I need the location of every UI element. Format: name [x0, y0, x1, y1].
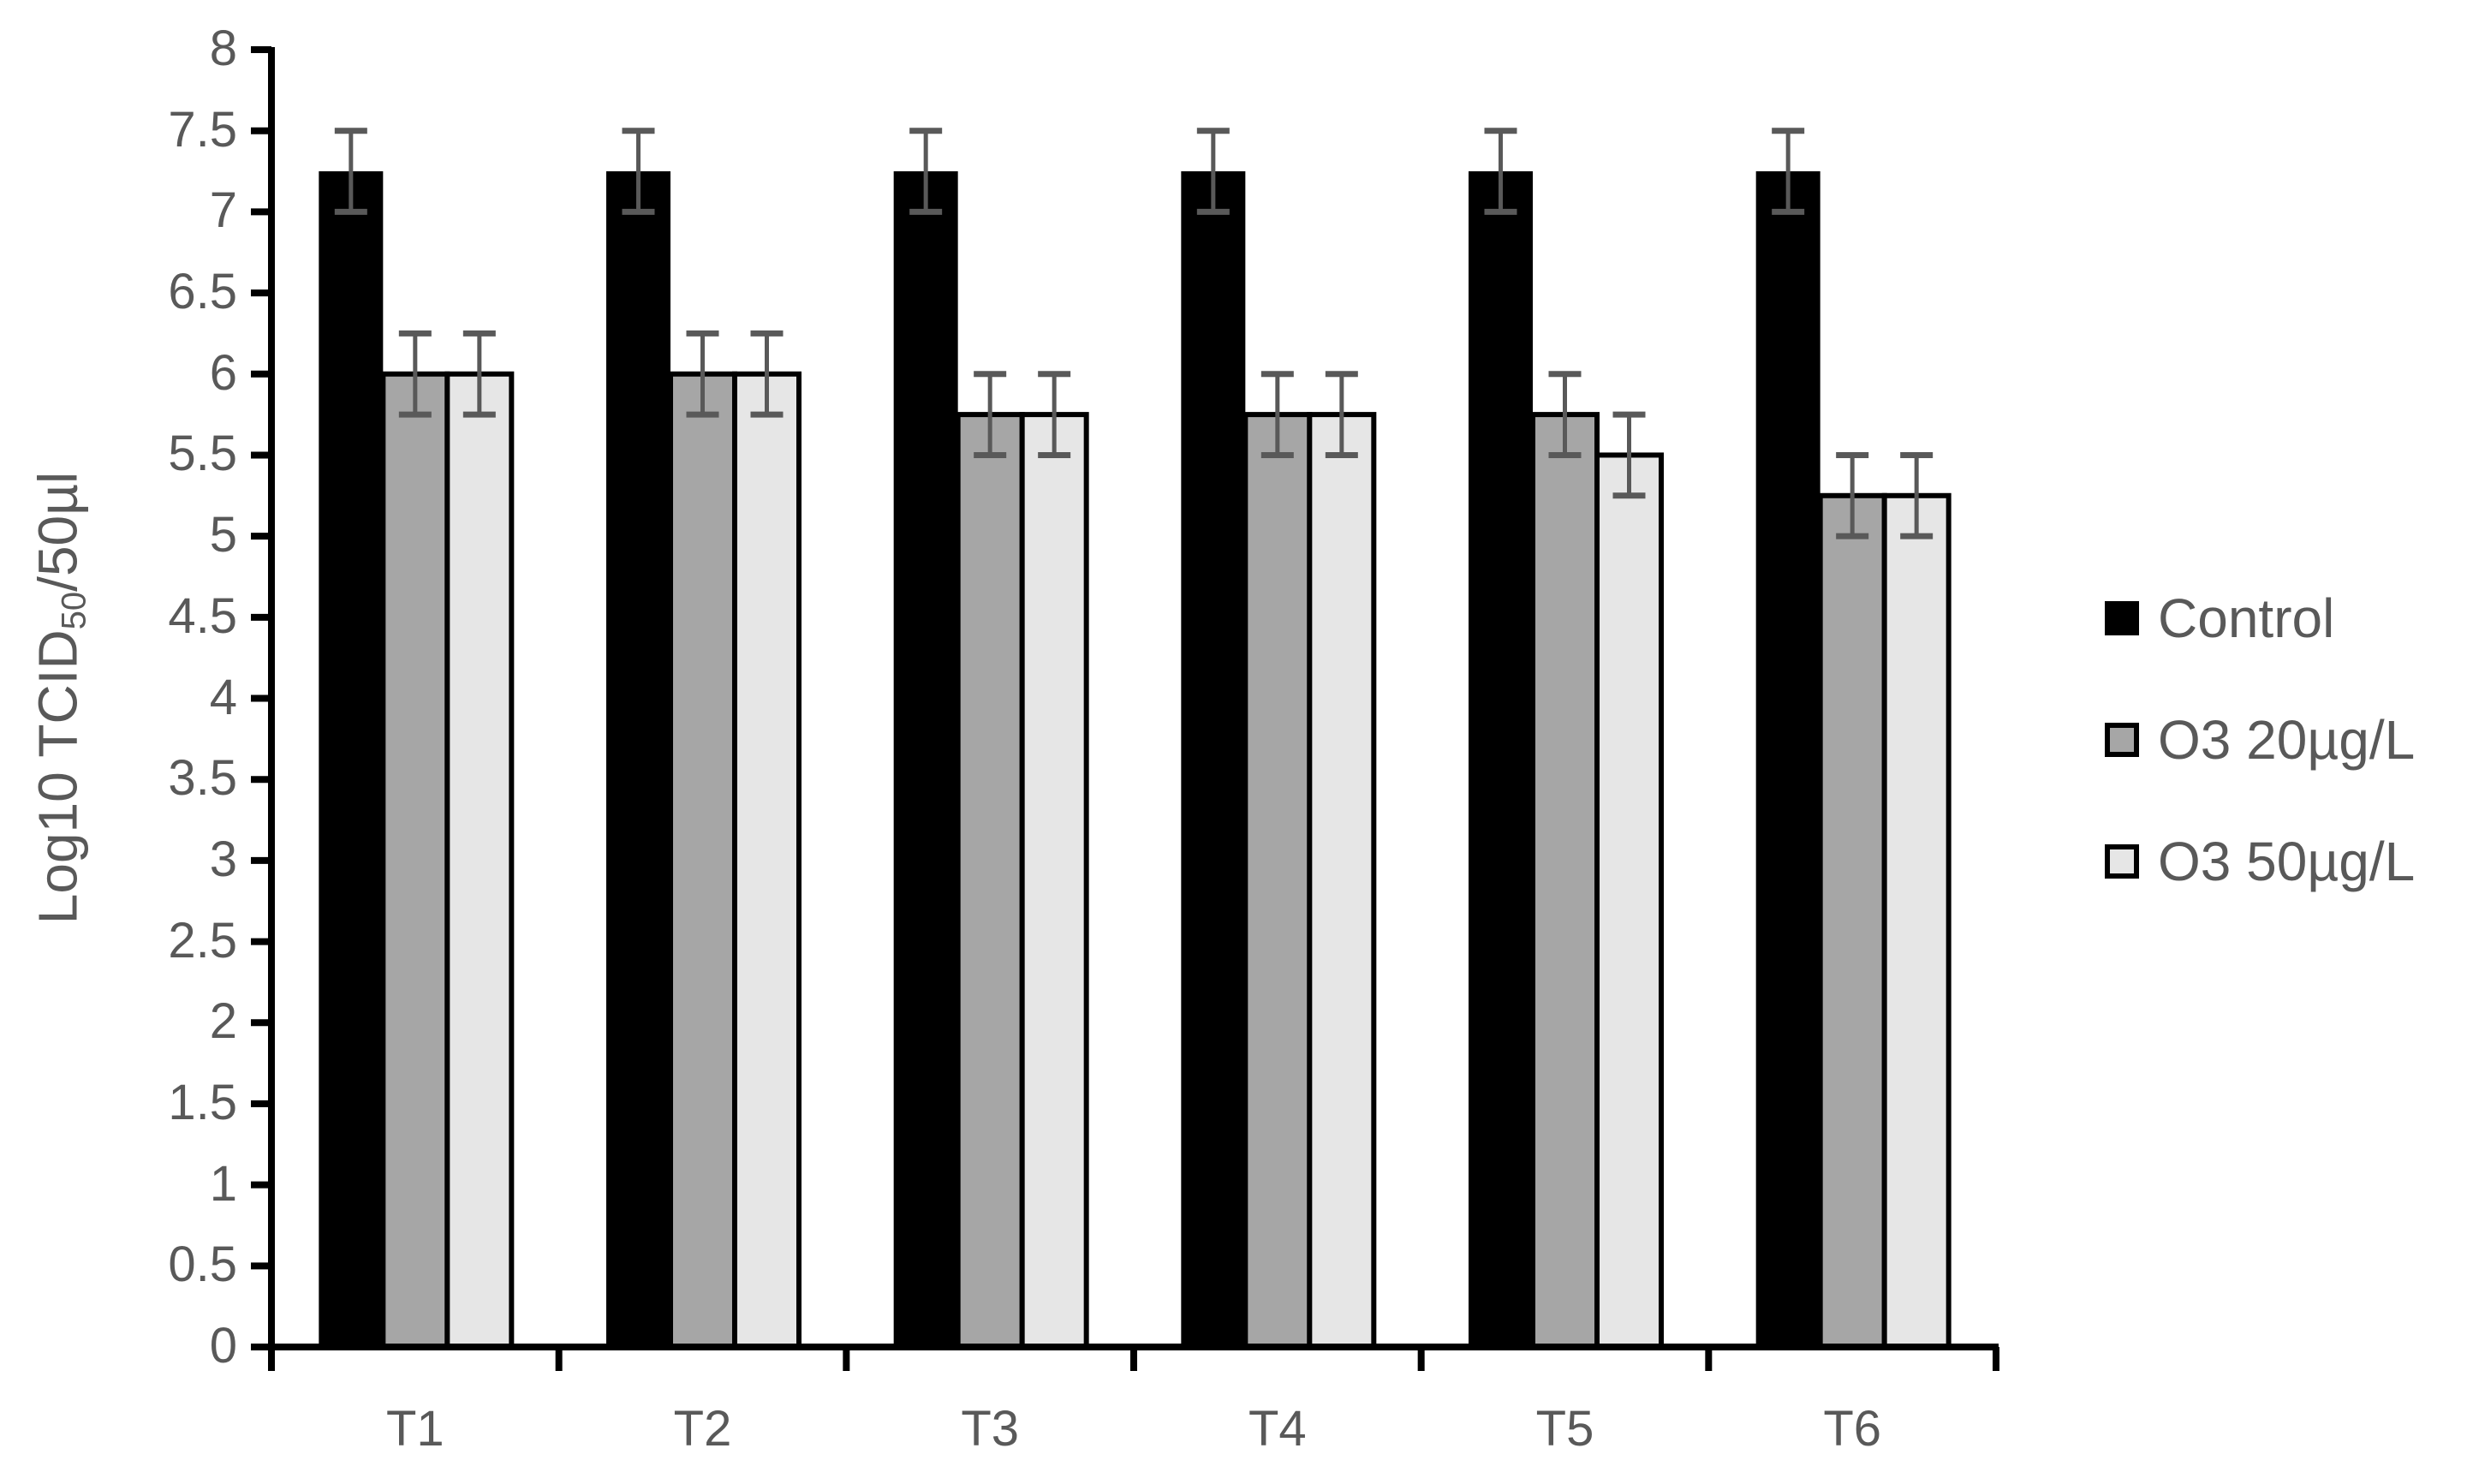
y-tick-label: 2.5: [168, 912, 237, 968]
bar: [1242, 412, 1313, 1350]
axes-layer: [251, 46, 1999, 1371]
bar: [668, 371, 737, 1350]
x-tick-label: T2: [673, 1401, 732, 1457]
bar: [1019, 412, 1089, 1350]
y-axis-title: Log10 TCID50/50µl: [27, 472, 94, 924]
legend-item-control: Control: [2105, 591, 2415, 712]
legend-item-o3-20: O3 20µg/L: [2105, 712, 2415, 834]
bar: [955, 412, 1025, 1350]
x-tick-label: T1: [385, 1401, 444, 1457]
y-tick-label: 0: [209, 1318, 237, 1374]
legend-label: O3 20µg/L: [2158, 709, 2416, 771]
bar: [1594, 452, 1664, 1350]
y-tick-label: 1.5: [168, 1074, 237, 1130]
y-axis-title-suffix: /50µl: [27, 471, 89, 592]
bar: [319, 171, 384, 1347]
y-tick-label: 5: [209, 507, 237, 563]
bar: [444, 371, 515, 1350]
y-tick-label: 4.5: [168, 587, 237, 644]
y-tick-label: 8: [209, 21, 237, 76]
y-tick-label: 3.5: [168, 750, 237, 807]
bar: [1469, 171, 1533, 1347]
legend-label: O3 50µg/L: [2158, 831, 2416, 892]
y-axis-title-main: Log10 TCID: [27, 629, 89, 925]
y-tick-label: 6.5: [168, 264, 237, 320]
x-tick-label: T3: [961, 1401, 1019, 1457]
legend-swatch-o3-50: [2105, 844, 2139, 879]
bar: [1881, 492, 1952, 1350]
legend-label: Control: [2158, 587, 2335, 649]
y-axis-title-subscript: 50: [55, 591, 93, 630]
bar: [893, 171, 958, 1347]
legend: Control O3 20µg/L O3 50µg/L: [2105, 591, 2415, 956]
y-tick-label: 7.5: [168, 101, 237, 158]
y-tick-label: 5.5: [168, 426, 237, 482]
y-tick-label: 2: [209, 993, 237, 1050]
bar: [606, 171, 670, 1347]
y-tick-label: 0.5: [168, 1237, 237, 1293]
bars-layer: [319, 171, 1952, 1350]
y-tick-label: 6: [209, 344, 237, 401]
x-tick-label: T6: [1823, 1401, 1881, 1457]
bar: [1307, 412, 1377, 1350]
x-tick-label: T5: [1535, 1401, 1594, 1457]
x-tick-label: T4: [1248, 1401, 1307, 1457]
y-tick-label: 7: [209, 182, 237, 239]
legend-item-o3-50: O3 50µg/L: [2105, 834, 2415, 956]
y-tick-label: 1: [209, 1155, 237, 1212]
bar: [1530, 412, 1600, 1350]
bar: [1817, 492, 1887, 1350]
y-tick-label: 3: [209, 831, 237, 887]
bar: [1181, 171, 1246, 1347]
bar: [380, 371, 450, 1350]
bar: [1755, 171, 1820, 1347]
error-bars-layer: [334, 128, 1934, 539]
bar: [732, 371, 801, 1350]
y-tick-label: 4: [209, 669, 237, 725]
legend-swatch-o3-20: [2105, 723, 2139, 757]
legend-swatch-control: [2105, 601, 2139, 635]
